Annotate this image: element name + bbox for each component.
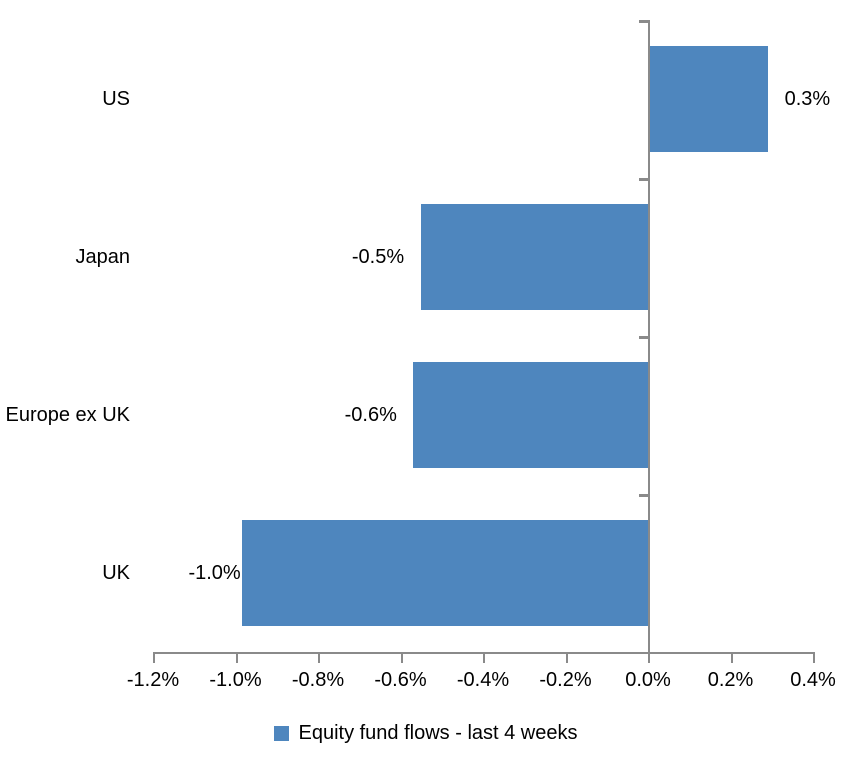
x-tick-label: 0.4%: [790, 669, 836, 691]
data-label-europe-ex-uk: -0.6%: [344, 404, 397, 426]
bar-uk: [241, 520, 648, 626]
legend-swatch-icon: [274, 725, 290, 741]
x-axis-tick: [235, 654, 238, 663]
x-axis-tick: [565, 654, 568, 663]
category-boundary-tick: [639, 20, 650, 23]
legend: Equity fund flows - last 4 weeks: [0, 720, 852, 746]
x-tick-label: 0.2%: [707, 669, 754, 691]
category-boundary-tick: [639, 494, 650, 497]
category-boundary-tick: [639, 178, 650, 181]
x-axis-line: [153, 652, 815, 654]
x-axis-tick: [153, 654, 155, 663]
x-axis-tick: [483, 654, 485, 663]
x-axis-tick: [813, 654, 815, 663]
bar-japan: [421, 204, 648, 310]
x-tick-label: -1.0%: [209, 669, 262, 691]
category-boundary-tick: [639, 336, 650, 339]
x-axis-tick: [318, 654, 320, 663]
legend-label: Equity fund flows - last 4 weeks: [298, 722, 578, 744]
bar-us: [648, 46, 768, 152]
x-tick-label: -1.2%: [126, 669, 180, 691]
category-label-uk: UK: [102, 562, 130, 584]
data-label-japan: -0.5%: [351, 246, 405, 268]
x-axis-tick: [400, 654, 403, 663]
x-axis-tick: [648, 654, 650, 663]
bar-europe-ex-uk: [412, 362, 648, 468]
x-tick-label: -0.2%: [539, 669, 592, 691]
x-tick-label: -0.6%: [374, 669, 427, 691]
x-axis-tick: [730, 654, 733, 663]
category-label-europe-ex-uk: Europe ex UK: [5, 404, 130, 426]
data-label-us: 0.3%: [784, 88, 831, 110]
data-label-uk: -1.0%: [188, 562, 241, 584]
category-label-japan: Japan: [75, 246, 131, 268]
x-tick-label: -0.8%: [291, 669, 345, 691]
x-tick-label: 0.0%: [625, 669, 671, 691]
x-tick-label: -0.4%: [456, 669, 510, 691]
category-label-us: US: [102, 88, 130, 110]
